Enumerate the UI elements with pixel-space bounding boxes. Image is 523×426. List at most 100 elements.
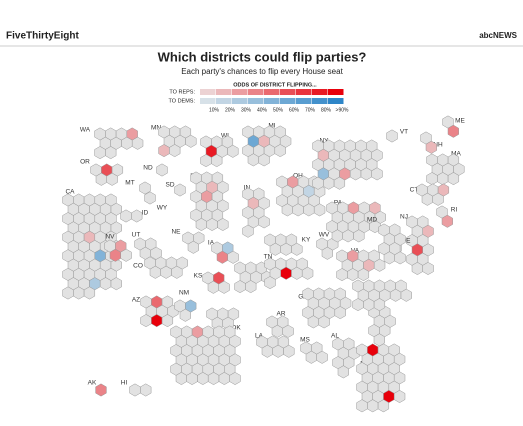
district-hex <box>120 248 132 262</box>
state-label: ME <box>455 118 465 125</box>
state-label: KS <box>194 273 203 280</box>
state-label: VT <box>400 129 408 136</box>
district-hex <box>187 240 199 254</box>
district-hex <box>318 315 330 329</box>
legend-tick: 10% <box>209 107 220 113</box>
legend-swatch <box>328 89 344 95</box>
district-hex <box>83 286 96 300</box>
district-hex <box>95 383 107 397</box>
district-hex <box>110 277 122 291</box>
district-hex <box>386 129 398 143</box>
state-label: MI <box>268 123 275 130</box>
state-label: CO <box>133 263 143 270</box>
state-label: MA <box>451 151 461 158</box>
district-hex <box>229 372 241 385</box>
legend-swatch <box>216 89 232 95</box>
district-hex <box>264 276 276 290</box>
district-hex <box>227 250 239 264</box>
district-hex <box>282 324 294 338</box>
district-hex <box>373 333 385 347</box>
district-hex <box>371 167 383 181</box>
district-hex <box>258 215 270 229</box>
legend-tick: 60% <box>289 107 300 113</box>
district-hex <box>161 314 174 328</box>
district-hex <box>171 265 183 279</box>
district-hex <box>313 203 326 217</box>
state-label: MN <box>151 125 161 132</box>
district-hex <box>373 298 386 312</box>
state-label: NH <box>433 142 443 149</box>
legend-swatch <box>312 89 328 95</box>
state-label: AZ <box>132 297 140 304</box>
district-hex <box>227 144 239 158</box>
legend-tick: 40% <box>257 107 268 113</box>
legend-swatch <box>200 89 216 95</box>
district-hex <box>131 136 144 150</box>
state-label: MT <box>125 180 134 187</box>
district-hex <box>258 153 270 167</box>
district-hex <box>174 183 186 197</box>
state-label: NV <box>105 234 115 241</box>
district-hex <box>139 181 151 195</box>
state-label: WV <box>319 232 330 239</box>
district-hex <box>283 344 295 358</box>
title: Which districts could flip parties? <box>158 49 367 64</box>
district-hex <box>400 288 412 302</box>
legend-swatch <box>248 98 264 104</box>
legend-swatch <box>264 89 280 95</box>
district-hex <box>377 399 390 413</box>
legend-swatch <box>312 98 328 104</box>
state-label: KY <box>302 237 311 244</box>
district-hex <box>242 224 254 238</box>
legend-swatch <box>296 98 312 104</box>
legend-tick: >90% <box>336 107 349 113</box>
state-label: IA <box>208 240 215 247</box>
state-label: AR <box>276 311 285 318</box>
state-label: AK <box>88 380 97 387</box>
legend-swatch <box>264 98 280 104</box>
state-label: NM <box>179 290 189 297</box>
district-hex <box>441 214 453 228</box>
district-hex <box>274 144 286 158</box>
state-label: RI <box>451 207 458 214</box>
district-hex <box>393 390 406 403</box>
district-hex <box>334 306 346 320</box>
state-label: DE <box>401 238 411 245</box>
subtitle: Each party's chances to flip every House… <box>181 67 343 76</box>
state-label: TN <box>264 254 273 261</box>
district-hex <box>185 134 197 148</box>
state-label: AL <box>331 333 339 340</box>
state-label: MD <box>367 217 377 224</box>
legend-tick: 20% <box>225 107 236 113</box>
state-label: CA <box>65 189 75 196</box>
state-label: OK <box>231 325 241 332</box>
state-label: ND <box>143 165 153 172</box>
state-label: MS <box>300 337 310 344</box>
state-label: WY <box>157 205 168 212</box>
district-hex <box>357 268 370 282</box>
state-label: ID <box>142 210 149 217</box>
state-label: WI <box>221 133 229 140</box>
district-hex <box>106 172 118 186</box>
district-hex <box>425 140 437 154</box>
state-label: WA <box>80 127 91 134</box>
district-hex <box>333 176 346 190</box>
legend-swatch <box>248 89 264 95</box>
legend-swatch <box>232 89 248 95</box>
district-hex <box>129 383 141 397</box>
legend-reps: TO REPS: <box>169 89 195 95</box>
state-label: NE <box>171 229 181 236</box>
legend-swatch <box>216 98 232 104</box>
state-label: PA <box>334 200 343 207</box>
partner: abcNEWS <box>479 31 517 40</box>
district-hex <box>150 246 162 260</box>
district-hex <box>316 350 328 364</box>
district-hex <box>169 144 181 158</box>
legend-swatch <box>200 98 216 104</box>
district-hex <box>321 246 333 260</box>
legend-swatch <box>232 98 248 104</box>
legend-tick: 50% <box>273 107 284 113</box>
state-label: SD <box>165 182 174 189</box>
